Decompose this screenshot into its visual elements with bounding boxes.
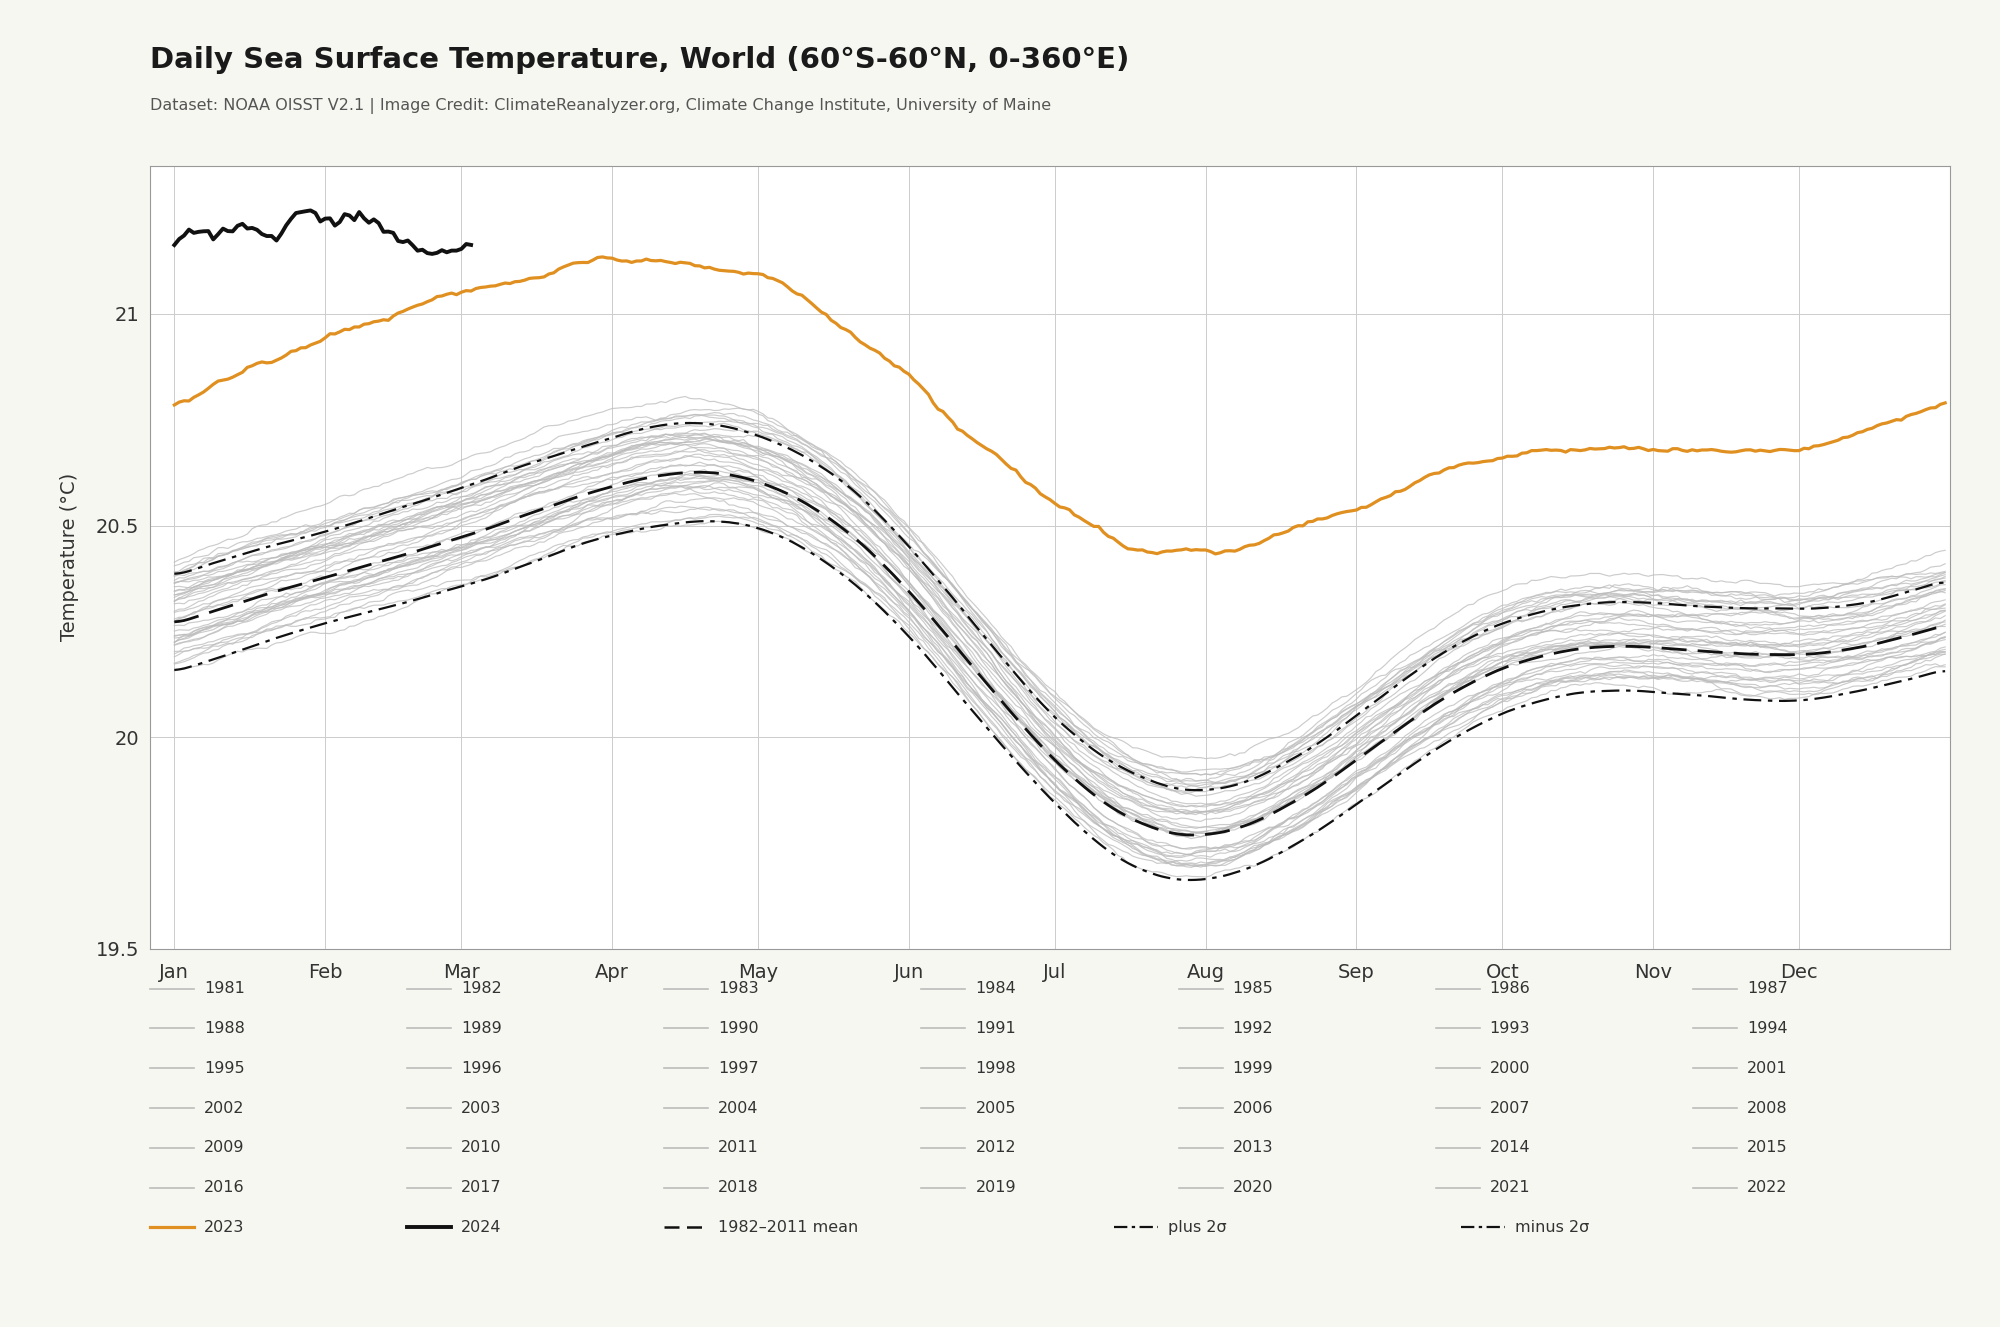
Text: plus 2σ: plus 2σ — [1168, 1220, 1226, 1235]
Text: 2024: 2024 — [462, 1220, 502, 1235]
Text: 2012: 2012 — [976, 1140, 1016, 1156]
Text: 1995: 1995 — [204, 1060, 244, 1076]
Text: 1996: 1996 — [462, 1060, 502, 1076]
Text: 1982: 1982 — [462, 981, 502, 997]
Text: 2003: 2003 — [462, 1100, 502, 1116]
Text: 1992: 1992 — [1232, 1020, 1274, 1036]
Text: 1988: 1988 — [204, 1020, 244, 1036]
Text: 2005: 2005 — [976, 1100, 1016, 1116]
Text: 1994: 1994 — [1746, 1020, 1788, 1036]
Text: 2019: 2019 — [976, 1180, 1016, 1196]
Text: 2021: 2021 — [1490, 1180, 1530, 1196]
Text: 1991: 1991 — [976, 1020, 1016, 1036]
Text: 1990: 1990 — [718, 1020, 758, 1036]
Text: 2023: 2023 — [204, 1220, 244, 1235]
Text: 2002: 2002 — [204, 1100, 244, 1116]
Text: Dataset: NOAA OISST V2.1 | Image Credit: ClimateReanalyzer.org, Climate Change I: Dataset: NOAA OISST V2.1 | Image Credit:… — [150, 98, 1052, 114]
Text: 2011: 2011 — [718, 1140, 760, 1156]
Text: 1984: 1984 — [976, 981, 1016, 997]
Text: minus 2σ: minus 2σ — [1516, 1220, 1590, 1235]
Text: 1987: 1987 — [1746, 981, 1788, 997]
Text: 2009: 2009 — [204, 1140, 244, 1156]
Text: 1997: 1997 — [718, 1060, 758, 1076]
Text: 1989: 1989 — [462, 1020, 502, 1036]
Text: Daily Sea Surface Temperature, World (60°S-60°N, 0-360°E): Daily Sea Surface Temperature, World (60… — [150, 45, 1130, 74]
Text: 2017: 2017 — [462, 1180, 502, 1196]
Text: 1986: 1986 — [1490, 981, 1530, 997]
Text: 2010: 2010 — [462, 1140, 502, 1156]
Text: 1993: 1993 — [1490, 1020, 1530, 1036]
Y-axis label: Temperature (°C): Temperature (°C) — [60, 474, 78, 641]
Text: 2007: 2007 — [1490, 1100, 1530, 1116]
Text: 2013: 2013 — [1232, 1140, 1274, 1156]
Text: 1983: 1983 — [718, 981, 758, 997]
Text: 1985: 1985 — [1232, 981, 1274, 997]
Text: 1999: 1999 — [1232, 1060, 1274, 1076]
Text: 2020: 2020 — [1232, 1180, 1274, 1196]
Text: 1998: 1998 — [976, 1060, 1016, 1076]
Text: 2004: 2004 — [718, 1100, 758, 1116]
Text: 1982–2011 mean: 1982–2011 mean — [718, 1220, 858, 1235]
Text: 2022: 2022 — [1746, 1180, 1788, 1196]
Text: 1981: 1981 — [204, 981, 244, 997]
Text: 2018: 2018 — [718, 1180, 760, 1196]
Text: 2016: 2016 — [204, 1180, 244, 1196]
Text: 2000: 2000 — [1490, 1060, 1530, 1076]
Text: 2015: 2015 — [1746, 1140, 1788, 1156]
Text: 2006: 2006 — [1232, 1100, 1274, 1116]
Text: 2014: 2014 — [1490, 1140, 1530, 1156]
Text: 2008: 2008 — [1746, 1100, 1788, 1116]
Text: 2001: 2001 — [1746, 1060, 1788, 1076]
